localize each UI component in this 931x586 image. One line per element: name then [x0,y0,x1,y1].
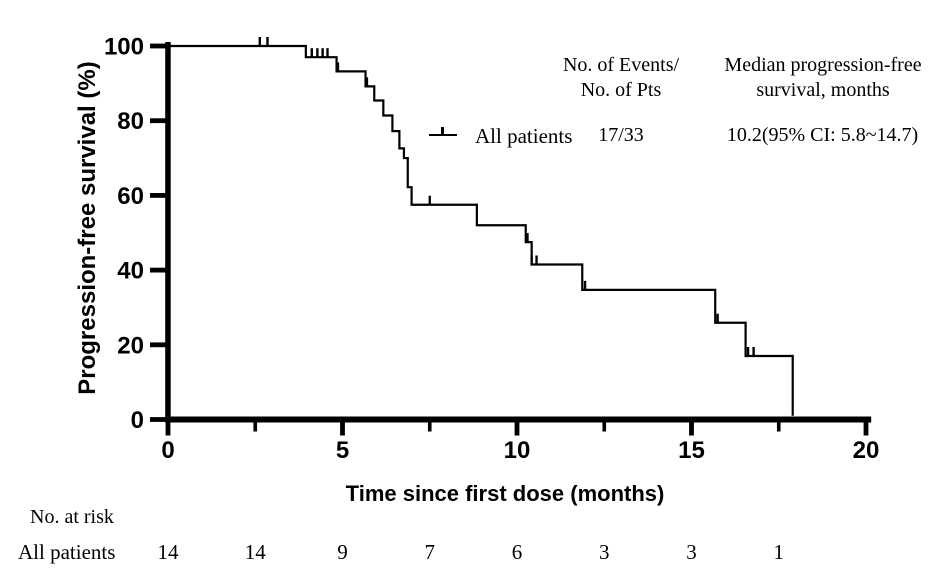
risk-count: 9 [337,540,348,564]
risk-count: 6 [511,540,523,564]
x-axis-title: Time since first dose (months) [345,481,665,506]
censor-tick-icon [365,77,369,87]
events-over-pts-value: 17/33 [598,124,644,146]
km-curve-all-patients [168,44,794,416]
censor-tick-icon [746,347,750,357]
x-tick-label: 15 [678,437,705,464]
median-header-line1: Median progression-free [724,54,922,76]
risk-row-label: All patients [18,540,116,564]
x-tick-label: 20 [853,437,880,464]
risk-count: 1 [773,540,785,564]
y-tick-label: 80 [117,108,144,135]
legend-line-symbol [429,134,457,137]
censor-tick-icon [336,62,340,72]
x-tick-label: 0 [161,437,174,464]
y-tick-label: 0 [131,407,144,434]
median-column-header: Median progression-free survival, months [712,53,931,103]
median-pfs-value: 10.2(95% CI: 5.8~14.7) [726,124,919,146]
tick-labels: 0 20 40 60 80 100 0 5 10 15 20 [104,34,879,465]
risk-count: 14 [244,540,266,564]
censor-tick-icon [326,48,329,58]
y-tick-label: 60 [117,183,144,210]
censor-tick-icon [530,255,533,265]
y-axis-title: Progression-free survival (%) [74,61,101,395]
censor-tick-icon [535,255,538,265]
risk-count: 14 [157,540,179,564]
censor-tick-icon [716,313,719,323]
x-tick-label: 10 [504,437,531,464]
x-tick-label: 5 [336,437,349,464]
median-header-line2: survival, months [756,79,890,101]
censor-tick-icon [266,37,269,46]
censor-tick-icon [752,347,755,357]
y-tick-label: 40 [117,258,144,285]
risk-count: 7 [424,540,436,564]
censor-tick-icon [583,280,587,290]
censor-tick-icon [310,48,313,58]
censor-tick-icon [316,48,319,58]
events-header-line2: No. of Pts [580,79,662,101]
y-tick-label: 100 [104,34,144,61]
risk-count: 3 [599,540,610,564]
legend-series-label: All patients [475,124,573,148]
events-column-header: No. of Events/ No. of Pts [555,53,687,103]
axes [150,42,872,436]
censor-tick-icon [258,37,261,46]
censor-marks [258,37,755,357]
y-tick-label: 20 [117,332,144,359]
legend-censor-tick-icon [441,127,444,135]
censor-tick-icon [526,233,529,243]
censor-tick-icon [428,195,431,205]
censor-tick-icon [321,48,324,58]
events-header-line1: No. of Events/ [562,54,680,76]
risk-counts-row: 14 14 9 7 6 3 3 1 [0,540,931,570]
risk-table-title: No. at risk [30,506,114,528]
risk-count: 3 [686,540,697,564]
